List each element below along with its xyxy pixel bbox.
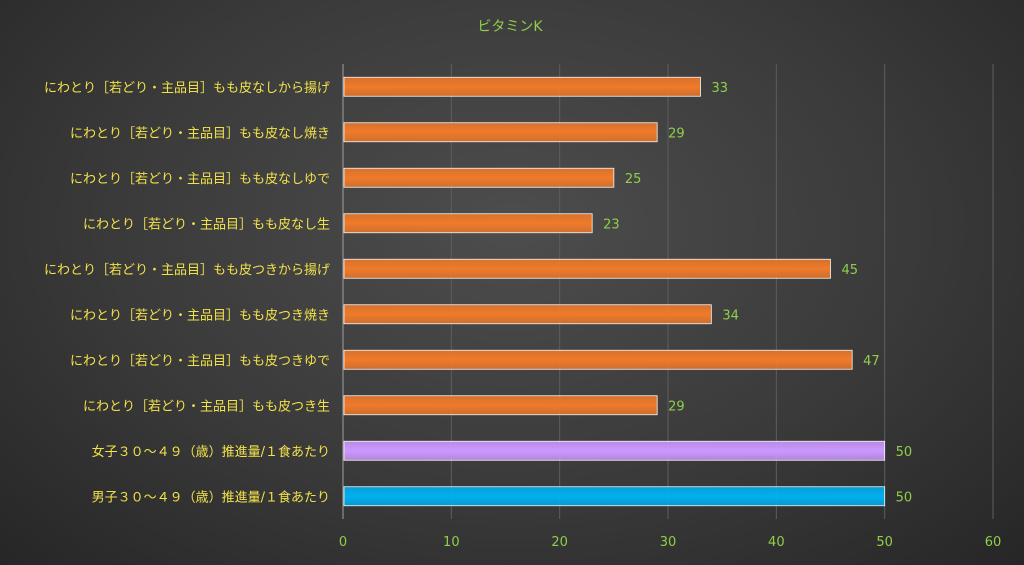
- x-tick-labels: 0 10 20 30 40 50 60: [339, 535, 1001, 550]
- category-label: にわとり［若どり・主品目］もも皮つき焼き: [70, 307, 330, 323]
- bar: [343, 304, 712, 325]
- category-label: にわとり［若どり・主品目］もも皮なし生: [83, 216, 330, 232]
- category-label: にわとり［若どり・主品目］もも皮なし焼き: [70, 125, 330, 141]
- data-label: 47: [863, 354, 880, 369]
- category-label: 女子３０～４９（歳）推進量/１食あたり: [92, 444, 330, 460]
- data-labels: 33 29 25 23 45 34 47 29 50 50: [603, 81, 912, 506]
- data-label: 45: [842, 263, 859, 278]
- category-label: にわとり［若どり・主品目］もも皮つきから揚げ: [44, 262, 330, 278]
- bar: [343, 395, 658, 416]
- data-label: 29: [668, 126, 685, 141]
- x-tick-label: 50: [876, 535, 893, 550]
- category-labels: にわとり［若どり・主品目］もも皮なしから揚げにわとり［若どり・主品目］もも皮なし…: [44, 80, 330, 506]
- data-label: 23: [603, 217, 620, 232]
- bars: [343, 76, 886, 507]
- x-tick-label: 60: [985, 535, 1002, 550]
- data-label: 50: [896, 445, 913, 460]
- chart-title: ビタミンK: [477, 19, 543, 35]
- x-tick-label: 40: [768, 535, 785, 550]
- x-tick-label: 10: [443, 535, 460, 550]
- data-label: 25: [625, 172, 642, 187]
- data-label: 29: [668, 399, 685, 414]
- bar: [343, 258, 831, 279]
- bar: [343, 76, 701, 97]
- category-label: 男子３０～４９（歳）推進量/１食あたり: [92, 489, 330, 505]
- category-label: にわとり［若どり・主品目］もも皮つき生: [83, 398, 330, 414]
- x-tick-label: 20: [551, 535, 568, 550]
- category-label: にわとり［若どり・主品目］もも皮なしから揚げ: [44, 80, 330, 96]
- bar: [343, 167, 615, 188]
- bar: [343, 486, 886, 507]
- data-label: 33: [712, 81, 729, 96]
- category-label: にわとり［若どり・主品目］もも皮なしゆで: [70, 171, 330, 187]
- category-label: にわとり［若どり・主品目］もも皮つきゆで: [70, 353, 330, 369]
- x-tick-label: 30: [660, 535, 677, 550]
- data-label: 50: [896, 490, 913, 505]
- data-label: 34: [722, 308, 739, 323]
- bar: [343, 122, 658, 143]
- x-tick-label: 0: [339, 535, 347, 550]
- bar: [343, 440, 886, 461]
- bar: [343, 213, 593, 234]
- bar: [343, 349, 853, 370]
